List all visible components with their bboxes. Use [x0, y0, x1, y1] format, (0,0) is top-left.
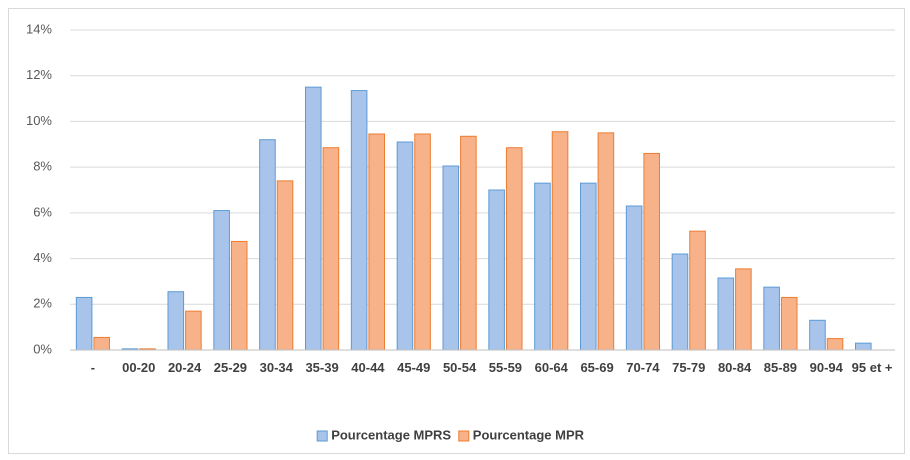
- bar: [368, 133, 385, 351]
- bar: [763, 286, 780, 351]
- bar: [460, 135, 477, 351]
- bar: [350, 90, 368, 351]
- legend-swatch: [458, 430, 470, 442]
- x-tick-label: 40-44: [351, 360, 385, 375]
- bar: [75, 296, 93, 351]
- y-tick-label: 10%: [26, 113, 52, 128]
- bar: [505, 147, 523, 351]
- x-tick-label: 70-74: [626, 360, 660, 375]
- bar: [93, 336, 110, 351]
- bar: [322, 147, 340, 351]
- y-tick-label: 0%: [33, 341, 52, 356]
- bar: [534, 182, 551, 351]
- x-tick-label: 50-54: [442, 360, 477, 375]
- bar: [580, 182, 597, 351]
- bar: [717, 277, 735, 351]
- bar: [780, 296, 798, 351]
- bar: [442, 165, 460, 351]
- x-tick-label: 20-24: [167, 360, 202, 375]
- bar: [167, 291, 185, 351]
- bar: [396, 141, 414, 351]
- bar: [305, 86, 322, 351]
- x-tick-label: 35-39: [305, 360, 339, 375]
- y-tick-label: 4%: [33, 250, 52, 265]
- y-tick-label: 6%: [33, 204, 52, 219]
- bar: [643, 152, 661, 351]
- bar: [185, 310, 202, 351]
- y-tick-label: 14%: [26, 21, 52, 36]
- x-tick-label: 85-89: [763, 360, 798, 375]
- bar: [671, 253, 689, 351]
- bar: [551, 131, 569, 351]
- bar: [230, 240, 248, 351]
- x-tick-label: -: [90, 360, 96, 375]
- bar: [689, 230, 706, 351]
- x-tick-label: 90-94: [809, 360, 843, 375]
- x-tick-label: 75-79: [672, 360, 706, 375]
- x-tick-label: 95 et +: [851, 360, 893, 375]
- x-tick-label: 65-69: [580, 360, 614, 375]
- bar: [826, 338, 844, 351]
- bar: [735, 268, 752, 351]
- legend-label: Pourcentage MPRS: [331, 427, 451, 442]
- bar: [809, 319, 826, 351]
- legend-swatch: [316, 430, 328, 442]
- bar: [597, 132, 615, 351]
- x-tick-label: 00-20: [122, 360, 156, 375]
- x-tick-label: 80-84: [717, 360, 752, 375]
- y-tick-label: 8%: [33, 159, 52, 174]
- y-tick-label: 12%: [26, 67, 52, 82]
- x-tick-label: 30-34: [259, 360, 293, 375]
- legend-label: Pourcentage MPR: [473, 427, 585, 442]
- bar: [625, 205, 643, 351]
- x-tick-label: 45-49: [397, 360, 431, 375]
- bar: [855, 342, 872, 351]
- bar: [414, 133, 431, 351]
- x-tick-label: 25-29: [213, 360, 248, 375]
- x-tick-label: 60-64: [534, 360, 568, 375]
- y-tick-label: 2%: [33, 296, 52, 311]
- x-tick-label: 55-59: [488, 360, 523, 375]
- bar: [259, 139, 276, 351]
- bar: [488, 189, 505, 351]
- bar: [213, 210, 230, 351]
- bar: [276, 180, 294, 351]
